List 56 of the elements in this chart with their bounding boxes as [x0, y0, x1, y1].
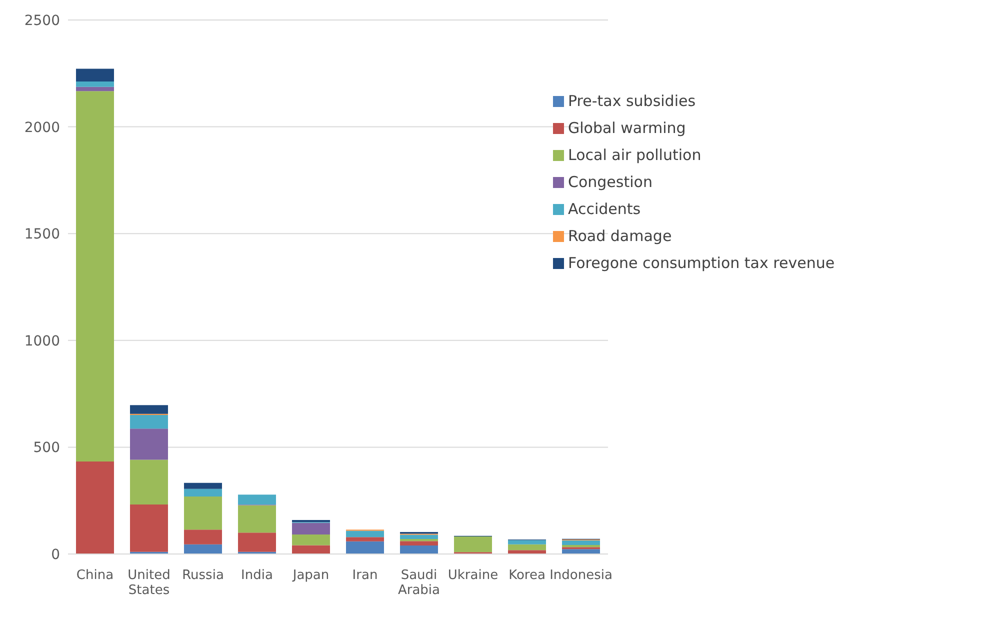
bar	[508, 540, 546, 544]
bar	[238, 505, 276, 533]
legend-label: Pre-tax subsidies	[568, 92, 696, 110]
bar	[130, 428, 168, 460]
legend-label: Global warming	[568, 119, 686, 137]
bar	[562, 540, 600, 546]
bar	[346, 541, 384, 554]
bar	[130, 405, 168, 414]
bar	[76, 86, 114, 92]
y-tick-label: 2500	[24, 12, 60, 29]
bar	[184, 544, 222, 554]
legend-label: Congestion	[568, 173, 652, 191]
x-tick-label: Japan	[292, 568, 330, 583]
legend-label: Accidents	[568, 200, 641, 218]
x-tick-label: United States	[128, 568, 170, 598]
legend-label: Local air pollution	[568, 146, 702, 164]
bar	[292, 534, 330, 546]
y-tick-label: 2000	[24, 120, 60, 136]
bar	[400, 534, 438, 540]
bar	[508, 544, 546, 550]
x-tick-label: Russia	[182, 568, 224, 583]
bar	[238, 494, 276, 505]
bar	[184, 530, 222, 544]
bar	[130, 414, 168, 429]
bar	[130, 460, 168, 504]
bar	[76, 82, 114, 87]
bar	[76, 462, 114, 554]
x-tick-label: Korea	[508, 568, 546, 583]
bar	[454, 536, 492, 552]
x-tick-label: Saudi Arabia	[398, 568, 440, 598]
y-tick-label: 1500	[24, 226, 60, 243]
bar	[76, 91, 114, 462]
bar	[346, 530, 384, 538]
y-tick-label: 1000	[24, 333, 60, 350]
bar	[346, 537, 384, 542]
legend-label: Foregone consumption tax revenue	[568, 254, 835, 272]
bar	[508, 550, 546, 554]
bar	[184, 488, 222, 497]
y-tick-label: 500	[33, 440, 60, 456]
bar	[562, 549, 600, 554]
x-tick-label: China	[76, 568, 114, 583]
bar	[238, 532, 276, 552]
bar	[130, 504, 168, 552]
bar	[400, 545, 438, 554]
x-tick-label: Ukraine	[448, 568, 498, 583]
bar	[292, 545, 330, 554]
bar	[184, 482, 222, 489]
bar	[76, 68, 114, 82]
bar	[184, 496, 222, 530]
x-tick-label: India	[241, 568, 273, 583]
bar	[400, 541, 438, 546]
x-tick-label: Indonesia	[550, 568, 612, 583]
legend-label: Road damage	[568, 227, 672, 245]
bar	[292, 522, 330, 535]
x-tick-label: Iran	[352, 568, 378, 583]
y-tick-label: 0	[51, 546, 60, 563]
